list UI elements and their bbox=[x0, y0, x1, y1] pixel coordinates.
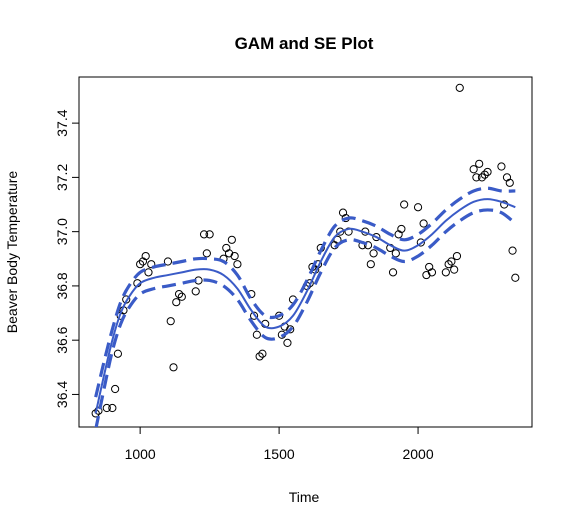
data-point bbox=[397, 224, 406, 234]
data-point bbox=[388, 268, 398, 277]
data-point bbox=[441, 268, 450, 277]
y-tick-label: 37.4 bbox=[54, 109, 70, 136]
data-point bbox=[427, 268, 437, 277]
data-point bbox=[508, 246, 517, 255]
data-point bbox=[444, 260, 453, 269]
data-point bbox=[372, 232, 381, 242]
y-axis-label: Beaver Body Temperature bbox=[4, 171, 20, 334]
y-tick-label: 37.0 bbox=[54, 218, 70, 245]
data-point bbox=[166, 317, 175, 326]
data-point bbox=[233, 260, 242, 269]
chart-title: GAM and SE Plot bbox=[235, 34, 374, 53]
data-point bbox=[205, 230, 214, 239]
data-point bbox=[483, 167, 492, 177]
x-axis: 1000 1500 2000 bbox=[125, 427, 434, 462]
data-point bbox=[469, 165, 478, 174]
x-tick-label: 1500 bbox=[264, 446, 295, 462]
y-tick-label: 36.6 bbox=[54, 326, 70, 353]
data-point bbox=[136, 260, 145, 269]
data-point bbox=[366, 260, 375, 269]
data-point bbox=[400, 200, 409, 209]
y-tick-label: 37.2 bbox=[54, 164, 70, 191]
x-tick-label: 2000 bbox=[402, 446, 433, 462]
data-point bbox=[202, 249, 211, 258]
se-lower-line bbox=[94, 208, 517, 427]
data-point bbox=[497, 162, 506, 171]
data-point bbox=[413, 203, 423, 212]
data-point bbox=[169, 363, 178, 372]
data-point bbox=[141, 251, 150, 261]
data-point bbox=[147, 260, 156, 269]
data-point bbox=[102, 403, 111, 413]
data-point bbox=[258, 349, 267, 358]
y-tick-label: 36.4 bbox=[54, 381, 70, 408]
data-point bbox=[174, 289, 184, 299]
data-point bbox=[249, 311, 259, 320]
data-point bbox=[455, 83, 464, 92]
y-axis: 36.4 36.6 36.8 37.0 37.2 37.4 bbox=[54, 109, 79, 408]
se-upper-line bbox=[94, 186, 516, 398]
data-point bbox=[255, 352, 264, 361]
data-point bbox=[477, 173, 487, 182]
data-point bbox=[505, 178, 514, 187]
data-point bbox=[472, 173, 481, 182]
data-point bbox=[111, 384, 120, 394]
data-point bbox=[511, 273, 520, 282]
data-point bbox=[230, 251, 239, 261]
plot-frame bbox=[78, 76, 533, 428]
data-point bbox=[336, 227, 345, 236]
data-point bbox=[447, 257, 456, 266]
y-tick-label: 36.8 bbox=[54, 272, 70, 299]
data-point bbox=[450, 265, 459, 274]
data-point bbox=[191, 287, 200, 296]
data-point bbox=[113, 349, 123, 358]
x-tick-label: 1000 bbox=[125, 446, 156, 462]
fit-lines bbox=[94, 186, 517, 427]
data-point bbox=[475, 159, 484, 168]
data-point bbox=[144, 268, 153, 277]
data-point bbox=[391, 249, 400, 258]
data-points bbox=[91, 83, 520, 418]
gam-fit-line bbox=[94, 198, 516, 414]
data-point bbox=[163, 257, 173, 266]
data-point bbox=[94, 406, 103, 415]
data-point bbox=[252, 330, 261, 339]
data-point bbox=[452, 251, 462, 261]
data-point bbox=[227, 235, 236, 244]
data-point bbox=[416, 238, 425, 247]
data-point bbox=[172, 298, 181, 307]
data-point bbox=[283, 338, 292, 347]
data-point bbox=[480, 170, 489, 179]
data-point bbox=[108, 403, 117, 413]
x-axis-label: Time bbox=[289, 489, 320, 505]
data-point bbox=[177, 292, 186, 301]
data-point bbox=[363, 241, 373, 250]
data-point bbox=[199, 230, 209, 239]
data-point bbox=[286, 325, 295, 334]
data-point bbox=[419, 219, 428, 228]
data-point bbox=[369, 249, 378, 258]
